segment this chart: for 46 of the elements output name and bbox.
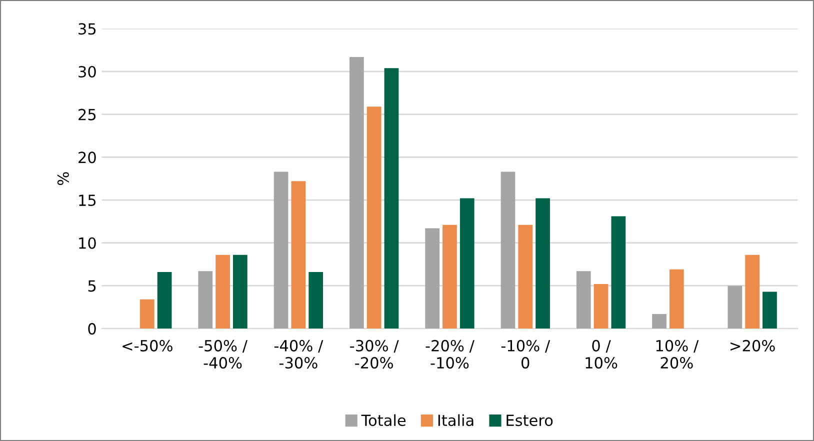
bar <box>425 228 440 329</box>
bar <box>728 286 742 329</box>
bar <box>442 224 457 329</box>
bar <box>384 68 399 329</box>
bar <box>198 271 213 329</box>
bar <box>366 106 382 329</box>
bar <box>669 269 684 329</box>
x-tick-label: 0 / 10% <box>586 340 618 369</box>
bar <box>594 284 608 329</box>
x-tick-label: -50% / -40% <box>198 340 248 369</box>
y-tick-label: 0 <box>88 323 96 335</box>
y-tick-label: 35 <box>78 23 96 35</box>
bar <box>536 198 550 329</box>
y-tick-label: 5 <box>88 280 96 292</box>
legend-label: Italia <box>438 414 474 426</box>
y-tick-label: 20 <box>78 152 96 164</box>
bar <box>500 172 516 329</box>
bar <box>745 254 760 329</box>
bar <box>140 299 154 329</box>
bar <box>460 198 474 329</box>
y-axis-title: % <box>57 172 69 186</box>
bar <box>350 56 364 329</box>
bar <box>762 292 777 329</box>
y-tick-label: 15 <box>79 194 96 206</box>
x-tick-label: -10% / 0 <box>501 340 550 369</box>
x-tick-label: -20% / -10% <box>426 340 474 369</box>
y-tick-label: 30 <box>78 66 96 78</box>
bar <box>291 181 306 329</box>
x-tick-label: <-50% <box>122 340 172 352</box>
bar <box>308 272 324 329</box>
x-tick-label: 10% / 20% <box>656 340 699 369</box>
bar <box>518 224 533 329</box>
x-tick-label: >20% <box>730 340 775 352</box>
y-tick-label: 25 <box>78 108 96 120</box>
legend-label: Totale <box>361 414 406 426</box>
bar <box>157 272 172 329</box>
bar <box>233 254 248 329</box>
x-tick-label: -30% / -20% <box>350 340 399 369</box>
bar <box>652 314 666 329</box>
bar <box>274 172 288 329</box>
legend-label: Estero <box>506 414 553 426</box>
bar <box>216 254 230 329</box>
bar <box>611 216 626 329</box>
bar <box>576 271 591 329</box>
x-tick-label: -40% / -30% <box>274 340 324 369</box>
y-tick-label: 10 <box>79 237 96 249</box>
